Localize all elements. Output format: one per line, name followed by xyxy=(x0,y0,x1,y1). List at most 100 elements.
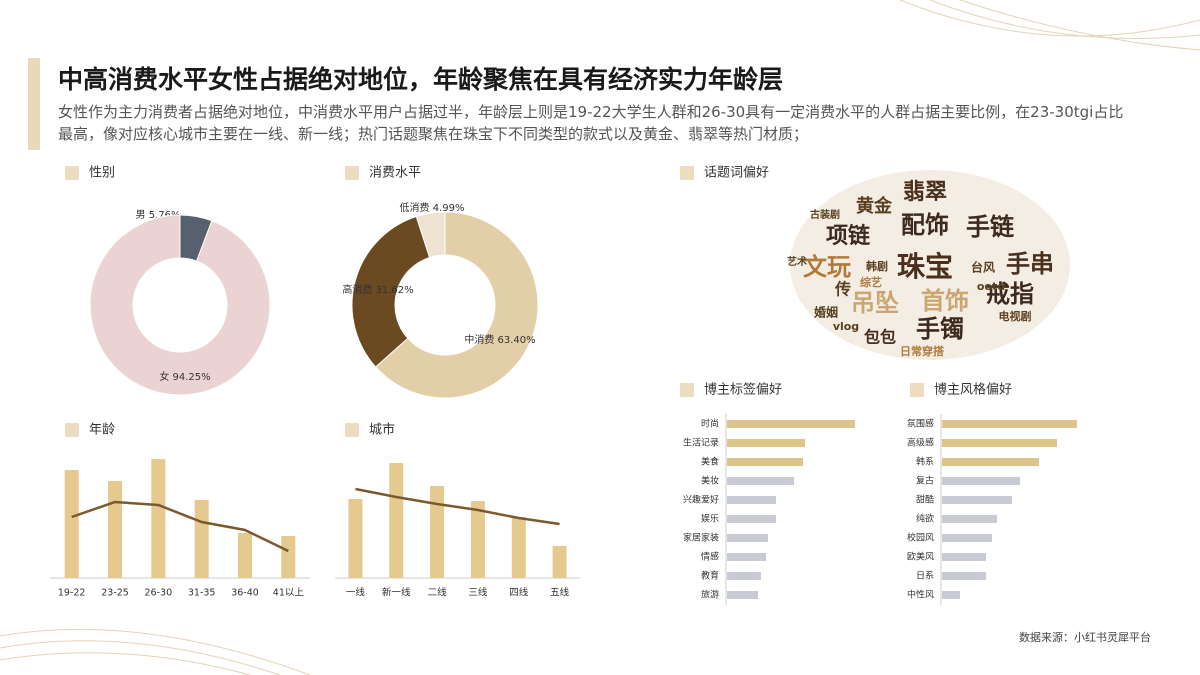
y-tick-label: 欧美风 xyxy=(907,551,934,563)
word: 翡翠 xyxy=(903,180,947,205)
slice-label: 低消费 4.99% xyxy=(400,201,465,214)
y-tick-label: 时尚 xyxy=(701,418,719,430)
word: 配饰 xyxy=(901,211,949,239)
bar xyxy=(942,591,960,599)
slice-value: 94.25% xyxy=(173,372,211,383)
word: 包包 xyxy=(864,328,896,347)
word: 艺术 xyxy=(787,255,807,268)
slice-category: 低消费 xyxy=(400,201,430,214)
slice-label: 高消费 31.62% xyxy=(342,283,413,296)
word: 戒指 xyxy=(986,280,1034,308)
y-tick-label: 纯欲 xyxy=(916,513,934,525)
slice-category: 男 xyxy=(136,209,146,221)
y-tick-label: 高级感 xyxy=(907,437,934,449)
y-tick-label: 旅游 xyxy=(701,589,719,601)
cloud-bg xyxy=(790,170,1070,360)
section-title: 消费水平 xyxy=(369,166,421,181)
subtitle: 女性作为主力消费者占据绝对地位，中消费水平用户占据过半，年龄层上则是19-22大… xyxy=(58,103,1124,143)
word: 古装剧 xyxy=(810,208,840,221)
slice-label: 男 5.76% xyxy=(136,209,181,221)
bar xyxy=(511,517,526,578)
bar xyxy=(942,572,986,580)
x-tick-label: 31-35 xyxy=(188,588,216,599)
section-marker xyxy=(345,166,359,180)
slice-category: 女 xyxy=(159,370,169,383)
bar xyxy=(727,553,766,561)
y-tick-label: 氛围感 xyxy=(907,418,934,430)
slice-category: 中消费 xyxy=(464,333,494,346)
x-tick-label: 三线 xyxy=(468,587,488,599)
word: 婚姻 xyxy=(814,305,838,320)
slice-category: 高消费 xyxy=(342,283,372,296)
word: 手链 xyxy=(966,213,1015,241)
word: 综艺 xyxy=(860,275,882,289)
bar xyxy=(470,501,485,578)
slice-value: 5.76% xyxy=(149,210,181,221)
bar xyxy=(430,486,445,578)
bar xyxy=(727,591,758,599)
word: 台风 xyxy=(971,260,995,275)
word: 文玩 xyxy=(803,253,851,281)
title: 中高消费水平女性占据绝对地位，年龄聚焦在具有经济实力年龄层 xyxy=(58,65,784,94)
slice-value: 31.62% xyxy=(376,285,414,296)
x-tick-label: 36-40 xyxy=(231,588,259,599)
bar xyxy=(727,515,776,523)
y-tick-label: 韩系 xyxy=(916,456,934,468)
x-tick-label: 五线 xyxy=(550,587,570,599)
slice-value: 4.99% xyxy=(433,203,465,214)
y-tick-label: 生活记录 xyxy=(683,437,719,449)
slice xyxy=(89,214,271,396)
slice xyxy=(415,211,446,259)
section-title: 博主风格偏好 xyxy=(934,382,1012,398)
bar xyxy=(727,477,794,485)
section-title: 城市 xyxy=(369,422,395,438)
word: 电视剧 xyxy=(999,309,1032,323)
x-tick-label: 41以上 xyxy=(273,588,305,599)
word: 手镯 xyxy=(916,315,964,343)
bar xyxy=(727,572,761,580)
section-marker xyxy=(65,423,79,437)
word: 手串 xyxy=(1006,250,1054,278)
line xyxy=(355,487,560,526)
word: 首饰 xyxy=(921,287,969,315)
bar xyxy=(942,420,1077,428)
section-marker xyxy=(680,383,694,397)
y-tick-label: 复古 xyxy=(916,475,934,487)
slice xyxy=(374,211,539,399)
bar xyxy=(151,459,166,578)
x-tick-label: 26-30 xyxy=(145,588,173,599)
word: 项链 xyxy=(826,223,870,249)
word: 传 xyxy=(834,280,851,299)
bar xyxy=(942,534,992,542)
section-title: 性别 xyxy=(89,166,115,181)
section-marker xyxy=(65,166,79,180)
x-tick-label: 23-25 xyxy=(101,588,129,599)
word: 韩剧 xyxy=(866,259,888,273)
bar xyxy=(942,439,1057,447)
word: ootd xyxy=(977,280,1005,293)
bar xyxy=(727,458,803,466)
section-marker xyxy=(680,166,694,180)
y-tick-label: 教育 xyxy=(701,570,719,582)
bar xyxy=(942,553,986,561)
bar xyxy=(238,533,252,578)
bar xyxy=(727,420,855,428)
x-tick-label: 二线 xyxy=(428,587,448,599)
x-tick-label: 新一线 xyxy=(382,587,411,599)
x-tick-label: 一线 xyxy=(346,587,366,599)
section-title: 博主标签偏好 xyxy=(704,382,782,398)
bar xyxy=(108,481,122,578)
y-tick-label: 校园风 xyxy=(907,532,934,544)
y-tick-label: 兴趣爱好 xyxy=(683,494,719,506)
bar xyxy=(727,439,805,447)
section-title: 年龄 xyxy=(89,423,115,438)
bar xyxy=(552,546,567,578)
y-tick-label: 日系 xyxy=(916,571,934,582)
slice-label: 女 94.25% xyxy=(159,370,210,383)
section-marker xyxy=(345,423,359,437)
bar xyxy=(281,536,296,578)
bar xyxy=(64,470,79,578)
